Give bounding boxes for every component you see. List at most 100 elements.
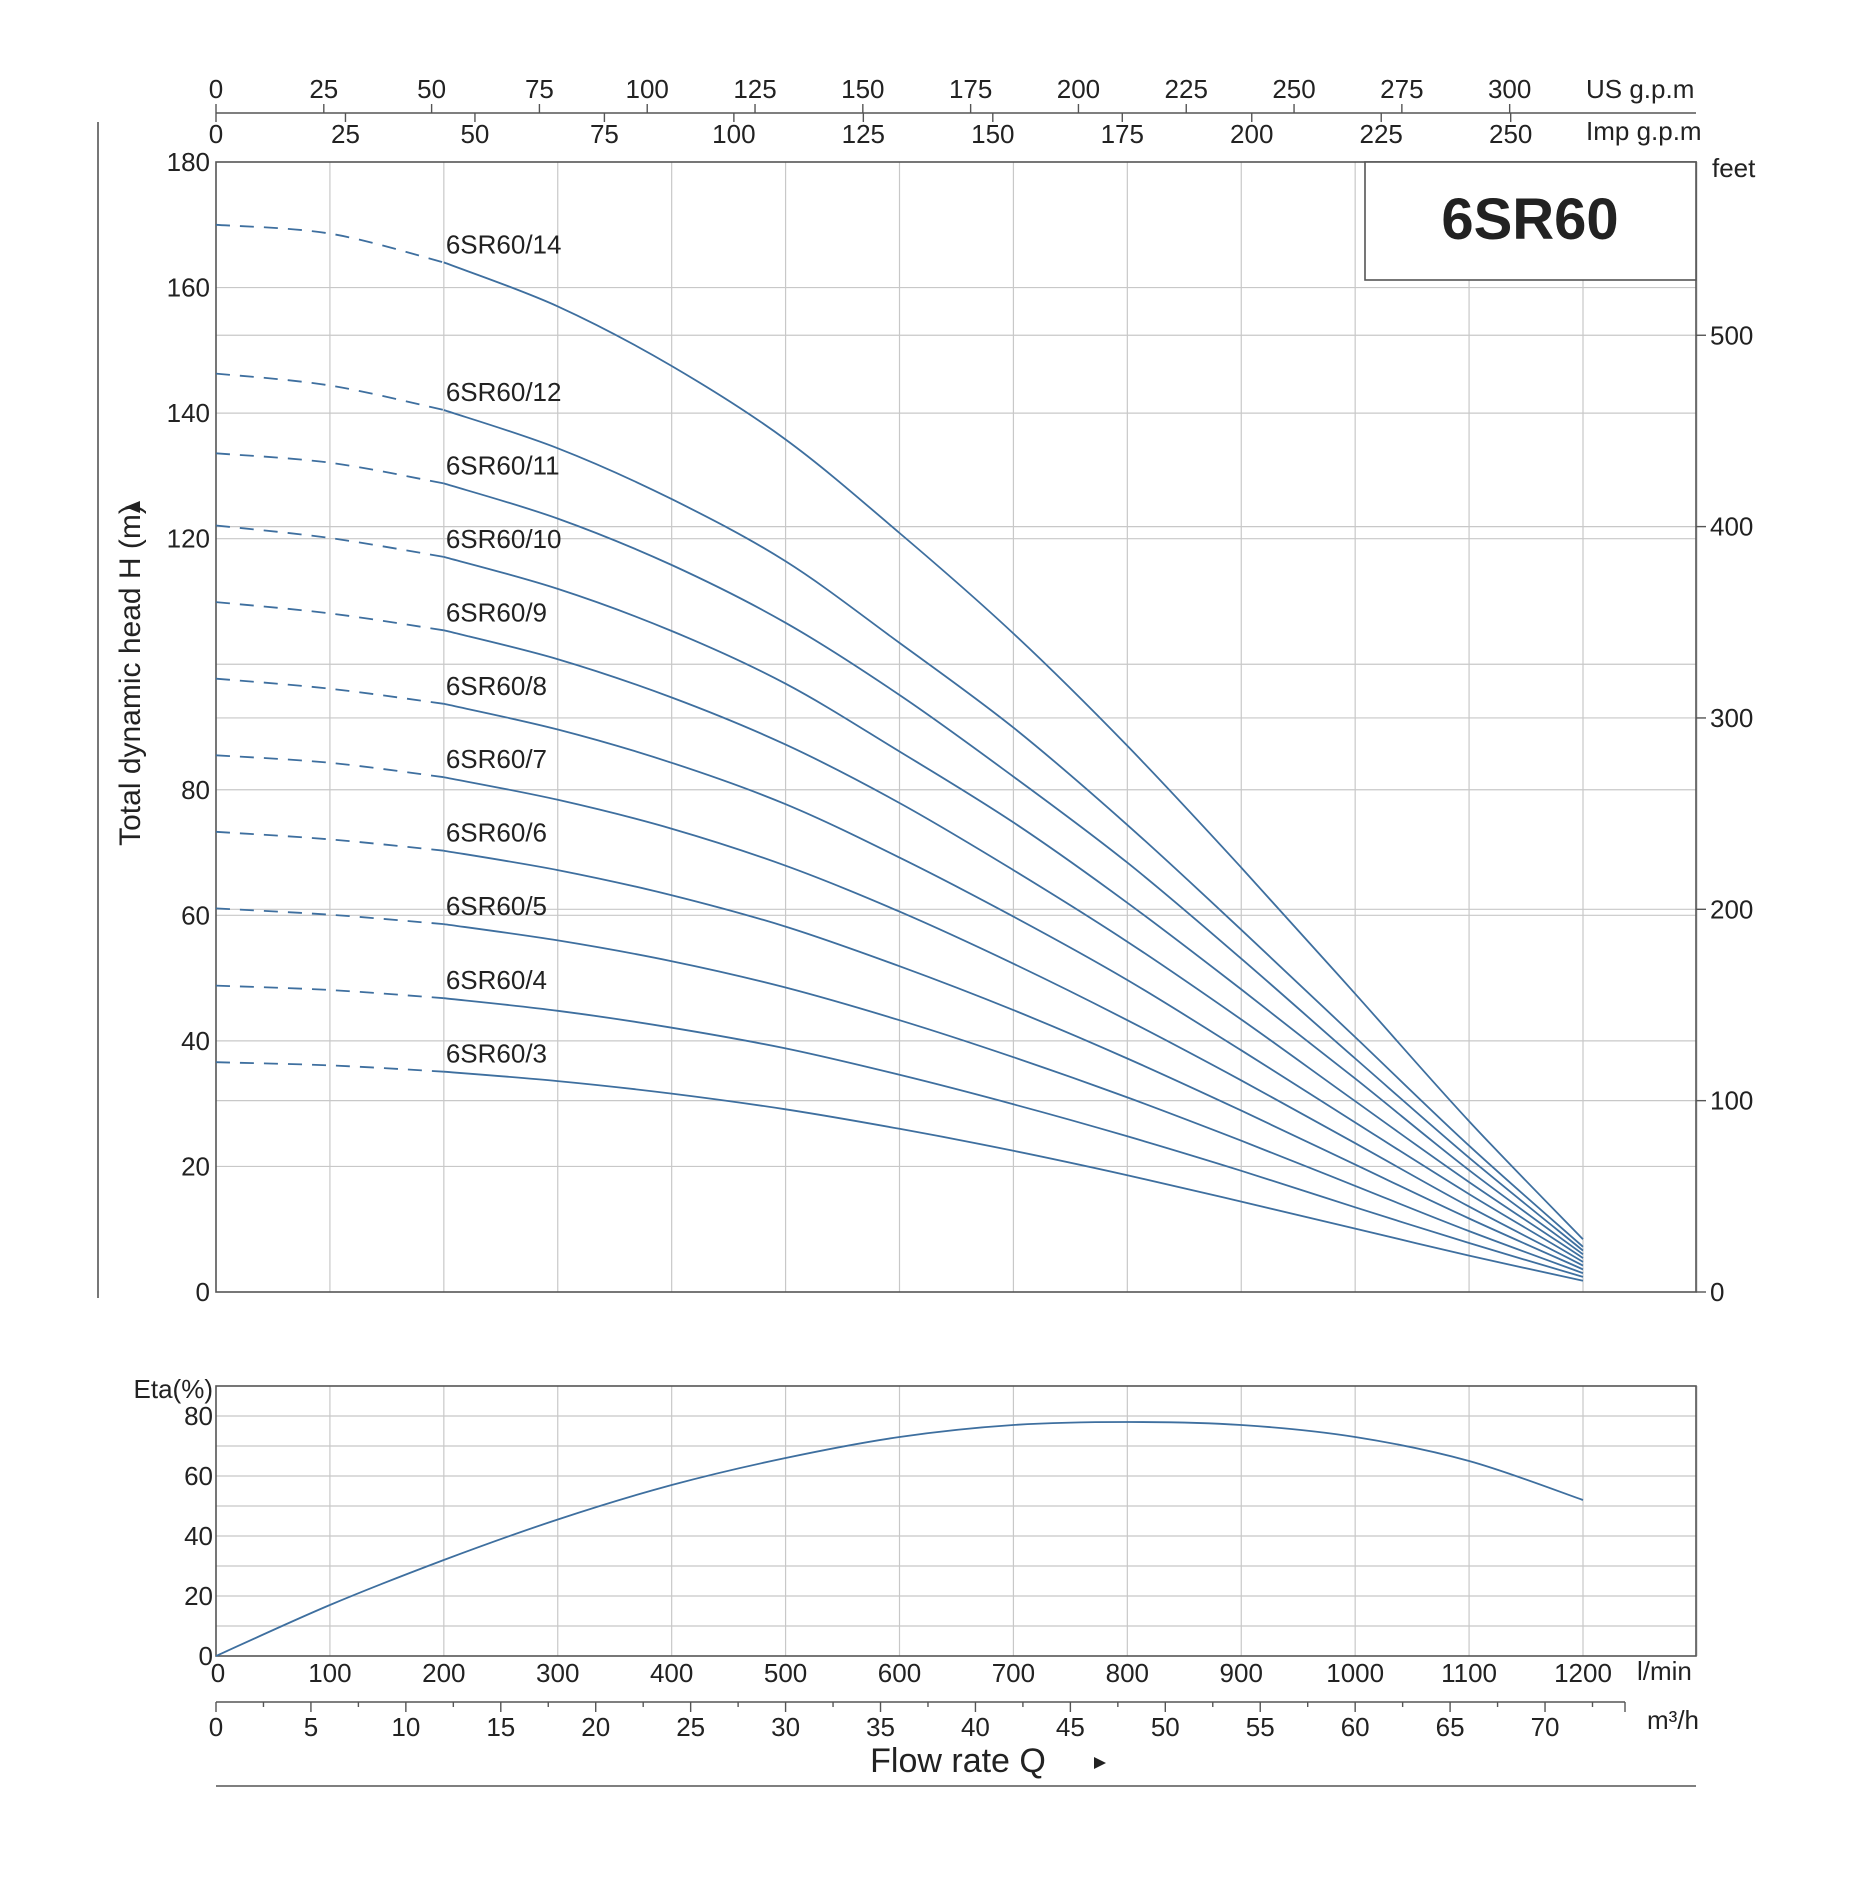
lmin-tick-label: 900 bbox=[1220, 1658, 1263, 1688]
m3h-tick-label: 20 bbox=[581, 1712, 610, 1742]
lmin-tick-label: 600 bbox=[878, 1658, 921, 1688]
lmin-axis-label: l/min bbox=[1637, 1656, 1692, 1686]
imp-gpm-tick-label: 25 bbox=[331, 119, 360, 149]
m3h-tick-labels: 0 5 10 15 20 25 30 35 40 45 50 55 60 65 70 bbox=[209, 1702, 1626, 1742]
us-gpm-tick-label: 300 bbox=[1488, 74, 1531, 104]
m3h-tick-label: 0 bbox=[209, 1712, 223, 1742]
m3h-tick-label: 50 bbox=[1151, 1712, 1180, 1742]
efficiency-plot: Eta(%) 0 20 40 60 80 bbox=[134, 1374, 1698, 1671]
us-gpm-tick-label: 200 bbox=[1057, 74, 1100, 104]
m3h-tick-label: 40 bbox=[961, 1712, 990, 1742]
eta-y-tick-label: 20 bbox=[184, 1581, 213, 1611]
head-curve bbox=[443, 702, 1584, 1263]
curve-label: 6SR60/8 bbox=[446, 671, 547, 701]
eta-grid bbox=[216, 1386, 1698, 1656]
imp-gpm-tick-label: 200 bbox=[1230, 119, 1273, 149]
feet-axis-label: feet bbox=[1712, 153, 1756, 183]
y-tick-label: 160 bbox=[167, 273, 210, 303]
curve-label: 6SR60/5 bbox=[446, 891, 547, 921]
m3h-tick-label: 35 bbox=[866, 1712, 895, 1742]
y-tick-label: 140 bbox=[167, 398, 210, 428]
imp-gpm-tick-label: 225 bbox=[1360, 119, 1403, 149]
head-curve bbox=[443, 997, 1584, 1278]
lmin-tick-label: 400 bbox=[650, 1658, 693, 1688]
eta-y-tick-label: 60 bbox=[184, 1461, 213, 1491]
y-tick-label: 0 bbox=[196, 1277, 210, 1307]
curve-label: 6SR60/11 bbox=[446, 450, 560, 480]
imp-gpm-tick-label: 175 bbox=[1101, 119, 1144, 149]
curve-label: 6SR60/7 bbox=[446, 744, 547, 774]
m3h-tick-label: 70 bbox=[1531, 1712, 1560, 1742]
feet-tick-label: 0 bbox=[1710, 1277, 1724, 1307]
head-curve bbox=[443, 556, 1584, 1256]
us-gpm-tick-label: 100 bbox=[626, 74, 669, 104]
lmin-tick-label: 1200 bbox=[1554, 1658, 1612, 1688]
head-axis-label: Total dynamic head H (m) bbox=[114, 504, 147, 846]
imp-gpm-tick-label: 75 bbox=[590, 119, 619, 149]
feet-tick-label: 200 bbox=[1710, 894, 1753, 924]
top-axes: 0 25 50 75 100 125 150 175 200 225 250 275 300 US g.… bbox=[209, 74, 1702, 149]
head-y-tick-labels: 0 20 40 60 80 120 140 160 180 bbox=[167, 147, 210, 1307]
eta-y-tick-labels: 0 20 40 60 80 bbox=[184, 1401, 213, 1671]
eta-y-tick-label: 0 bbox=[199, 1641, 213, 1671]
curve-label: 6SR60/14 bbox=[446, 229, 562, 259]
head-curve bbox=[443, 1070, 1584, 1282]
lmin-tick-labels: 0 100 200 300 400 500 600 700 800 900 1000 1100 1200 bbox=[211, 1658, 1612, 1688]
head-curve-shutoff-dashed bbox=[215, 524, 444, 558]
head-curve bbox=[443, 776, 1584, 1267]
curve-label: 6SR60/3 bbox=[446, 1039, 547, 1069]
eta-curve bbox=[215, 1421, 1584, 1657]
feet-tick-labels: 0 100 200 300 400 500 bbox=[1696, 320, 1753, 1307]
head-curve bbox=[443, 923, 1584, 1275]
imp-gpm-tick-labels: 0 25 50 75 100 125 150 175 200 225 250 bbox=[209, 113, 1532, 149]
curve-label: 6SR60/4 bbox=[446, 965, 547, 995]
imp-gpm-tick-label: 250 bbox=[1489, 119, 1532, 149]
model-box-frame bbox=[1364, 161, 1697, 281]
m3h-tick-label: 5 bbox=[304, 1712, 318, 1742]
imp-gpm-tick-label: 125 bbox=[842, 119, 885, 149]
m3h-tick-label: 15 bbox=[486, 1712, 515, 1742]
eta-plot-frame bbox=[215, 1385, 1697, 1657]
feet-tick-label: 300 bbox=[1710, 703, 1753, 733]
imp-gpm-tick-label: 0 bbox=[209, 119, 223, 149]
head-curve bbox=[443, 482, 1584, 1252]
head-axis-arrow-icon bbox=[125, 501, 140, 513]
head-curve bbox=[443, 629, 1584, 1259]
imp-gpm-tick-label: 150 bbox=[971, 119, 1014, 149]
head-curve-shutoff-dashed bbox=[215, 1061, 444, 1073]
lmin-tick-label: 300 bbox=[536, 1658, 579, 1688]
head-curve-shutoff-dashed bbox=[215, 677, 444, 705]
lmin-tick-label: 0 bbox=[211, 1658, 225, 1688]
us-gpm-tick-label: 0 bbox=[209, 74, 223, 104]
eta-y-tick-label: 80 bbox=[184, 1401, 213, 1431]
head-curves bbox=[215, 223, 1584, 1282]
us-gpm-tick-label: 275 bbox=[1380, 74, 1423, 104]
y-tick-label: 20 bbox=[181, 1151, 210, 1181]
flow-axis-arrow-icon bbox=[1094, 1757, 1106, 1769]
us-gpm-tick-label: 75 bbox=[525, 74, 554, 104]
head-grid bbox=[216, 162, 1698, 1292]
head-curve-shutoff-dashed bbox=[215, 984, 444, 1000]
m3h-tick-label: 60 bbox=[1341, 1712, 1370, 1742]
us-gpm-tick-label: 175 bbox=[949, 74, 992, 104]
lmin-tick-label: 700 bbox=[992, 1658, 1035, 1688]
flow-axis-label: Flow rate Q bbox=[870, 1742, 1046, 1780]
m3h-tick-label: 45 bbox=[1056, 1712, 1085, 1742]
imp-gpm-axis-label: Imp g.p.m bbox=[1586, 116, 1702, 146]
head-plot-frame bbox=[215, 161, 1697, 1293]
m3h-tick-label: 25 bbox=[676, 1712, 705, 1742]
head-curve-shutoff-dashed bbox=[215, 223, 445, 264]
curve-labels: 6SR60/14 6SR60/12 6SR60/11 6SR60/10 6SR60/9 6… bbox=[446, 229, 562, 1068]
us-gpm-tick-label: 25 bbox=[309, 74, 338, 104]
y-tick-label: 60 bbox=[181, 900, 210, 930]
y-tick-label: 80 bbox=[181, 775, 210, 805]
us-gpm-axis-label: US g.p.m bbox=[1586, 74, 1694, 104]
lmin-tick-label: 100 bbox=[308, 1658, 351, 1688]
model-box: 6SR60 bbox=[1364, 161, 1697, 281]
us-gpm-tick-labels: 0 25 50 75 100 125 150 175 200 225 250 275 300 bbox=[209, 74, 1531, 113]
imp-gpm-tick-label: 100 bbox=[712, 119, 755, 149]
head-curve bbox=[443, 261, 1584, 1240]
us-gpm-tick-label: 125 bbox=[733, 74, 776, 104]
lmin-tick-label: 1100 bbox=[1441, 1658, 1497, 1688]
